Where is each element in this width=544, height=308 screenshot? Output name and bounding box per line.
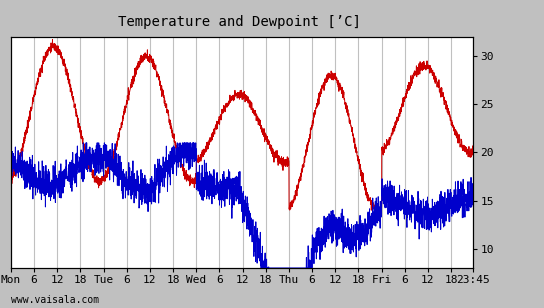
Text: www.vaisala.com: www.vaisala.com [11,295,99,305]
Text: Temperature and Dewpoint [’C]: Temperature and Dewpoint [’C] [118,15,361,29]
